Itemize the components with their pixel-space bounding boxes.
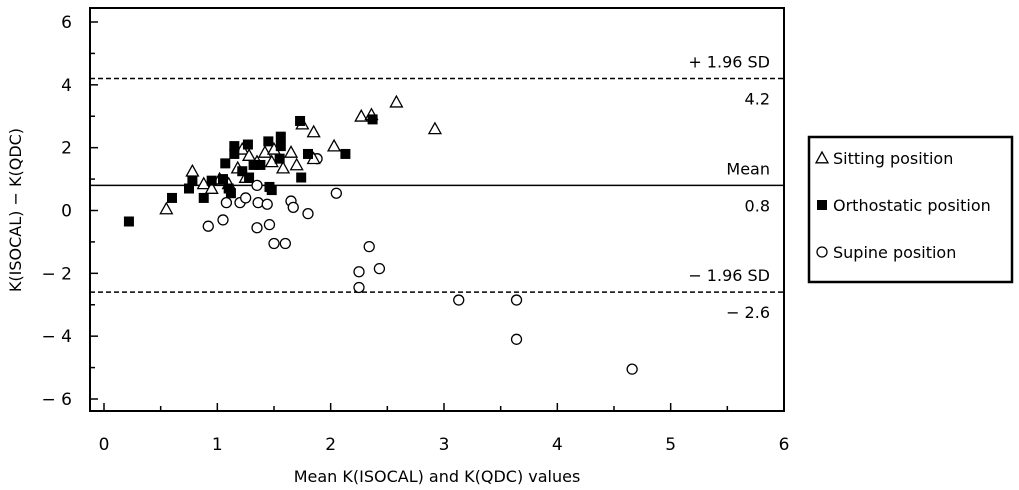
- reference-line-value: − 2.6: [726, 303, 770, 322]
- data-point: [237, 166, 248, 177]
- reference-line-label: + 1.96 SD: [688, 53, 770, 72]
- y-tick-label: 4: [61, 76, 72, 96]
- data-point: [206, 175, 217, 186]
- y-axis-label: K(ISOCAL) − K(QDC): [6, 128, 25, 292]
- data-point: [244, 172, 255, 183]
- y-tick-label: 2: [61, 139, 72, 159]
- data-point: [185, 163, 200, 177]
- data-point: [373, 262, 386, 275]
- data-point: [167, 192, 177, 203]
- data-point: [187, 175, 198, 186]
- y-tick-label: − 2: [42, 264, 72, 284]
- data-point: [275, 141, 286, 152]
- data-point: [251, 222, 263, 234]
- data-point: [274, 153, 285, 164]
- plot-area: 6 4 2 0 − 2 − 4 − 6 0 1 2 3 4 5 6 + 1.96 SD 4.2 Mean 0.…: [42, 7, 790, 455]
- reference-lines: + 1.96 SD 4.2 Mean 0.8 − 1.96 SD − 2.6: [90, 53, 784, 322]
- data-point: [330, 187, 342, 199]
- legend: Sitting position Orthostatic position Supi…: [807, 135, 1014, 284]
- y-tick-label: 0: [61, 202, 72, 222]
- data-point: [289, 157, 304, 171]
- reference-line-label: − 1.96 SD: [688, 266, 770, 285]
- data-point: [123, 216, 134, 227]
- data-point: [389, 94, 404, 108]
- data-point: [363, 240, 375, 253]
- data-point: [255, 159, 266, 170]
- data-point: [242, 139, 253, 150]
- data-point: [225, 188, 236, 199]
- x-tick-label: 2: [325, 435, 336, 455]
- x-tick-label: 4: [552, 435, 563, 455]
- x-tick-label: 1: [212, 435, 223, 455]
- data-point: [261, 198, 273, 210]
- data-point: [184, 183, 194, 194]
- x-axis: 0 1 2 3 4 5 6: [99, 403, 790, 455]
- data-point: [326, 138, 342, 152]
- data-point: [204, 181, 219, 194]
- data-point: [217, 214, 229, 226]
- legend-item-label: Sitting position: [833, 149, 953, 168]
- y-tick-label: − 6: [42, 390, 72, 410]
- data-point: [218, 174, 228, 185]
- reference-line-label: Mean: [726, 159, 770, 178]
- series-supine-position: [202, 153, 638, 375]
- y-axis: 6 4 2 0 − 2 − 4 − 6: [42, 13, 98, 410]
- legend-marker: [814, 150, 830, 164]
- reference-line-value: 4.2: [745, 90, 770, 109]
- data-point: [510, 333, 523, 345]
- x-tick-label: 3: [439, 435, 450, 455]
- data-point: [202, 220, 214, 232]
- data-point: [287, 201, 299, 214]
- data-point: [453, 294, 465, 306]
- data-point: [275, 131, 286, 142]
- data-point: [263, 218, 276, 231]
- data-point: [367, 114, 378, 125]
- legend-marker: [817, 200, 827, 210]
- legend-box: [807, 135, 1014, 284]
- legend-marker: [816, 246, 828, 258]
- data-point: [229, 148, 240, 159]
- data-point: [248, 159, 259, 170]
- data-points: [123, 94, 638, 375]
- data-point: [266, 185, 277, 196]
- data-point: [510, 294, 523, 306]
- x-tick-label: 0: [99, 435, 110, 455]
- data-point: [302, 207, 314, 220]
- data-point: [354, 108, 369, 122]
- x-axis-label: Mean K(ISOCAL) and K(QDC) values: [294, 467, 581, 486]
- plot-frame: [89, 7, 785, 412]
- x-tick-label: 5: [665, 435, 676, 455]
- data-point: [296, 172, 307, 183]
- data-point: [198, 192, 209, 203]
- legend-item-label: Orthostatic position: [833, 196, 991, 215]
- data-point: [275, 160, 291, 174]
- series-orthostatic-position: [123, 114, 378, 227]
- data-point: [268, 237, 280, 250]
- data-point: [220, 158, 231, 169]
- data-point: [353, 266, 365, 278]
- data-point: [303, 148, 313, 159]
- data-point: [340, 148, 351, 159]
- data-point: [283, 145, 299, 158]
- data-point: [306, 124, 321, 138]
- data-point: [159, 201, 174, 215]
- legend-item-label: Supine position: [833, 243, 956, 262]
- data-point: [252, 196, 264, 209]
- data-point: [240, 192, 252, 204]
- data-point: [229, 141, 240, 152]
- data-point: [263, 136, 274, 147]
- data-point: [626, 363, 638, 375]
- y-tick-label: − 4: [42, 327, 72, 347]
- data-point: [353, 281, 365, 294]
- reference-line-value: 0.8: [745, 196, 770, 215]
- data-point: [279, 237, 291, 250]
- data-point: [251, 179, 263, 192]
- x-tick-label: 6: [779, 435, 790, 455]
- y-tick-label: 6: [61, 13, 72, 33]
- data-point: [427, 121, 443, 135]
- data-point: [295, 115, 306, 126]
- data-point: [220, 196, 233, 209]
